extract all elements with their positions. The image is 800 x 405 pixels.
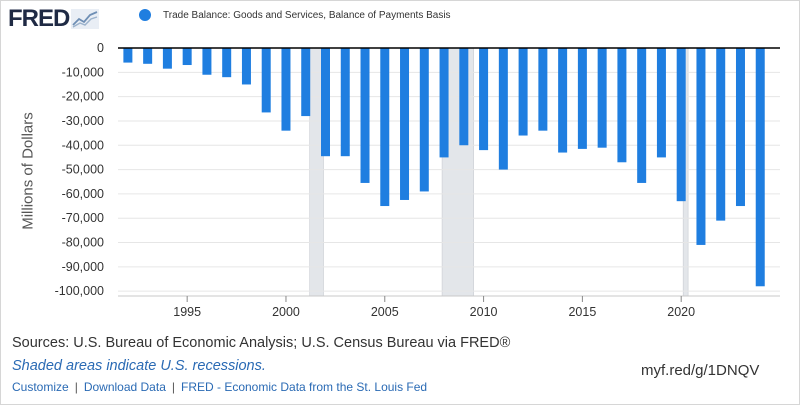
- sources-note: Sources: U.S. Bureau of Economic Analysi…: [12, 335, 511, 351]
- bar: [716, 48, 726, 221]
- x-tick-label: 2000: [272, 305, 300, 319]
- legend: Trade Balance: Goods and Services, Balan…: [139, 9, 451, 21]
- bar: [617, 48, 627, 163]
- bar: [479, 48, 489, 151]
- fred-logo[interactable]: FRED: [8, 5, 70, 32]
- y-tick-label: -30,000: [62, 114, 104, 128]
- bar: [123, 48, 133, 63]
- y-tick-label: -50,000: [62, 163, 104, 177]
- bar: [222, 48, 232, 78]
- bar: [637, 48, 647, 183]
- y-tick-label: -40,000: [62, 138, 104, 152]
- x-tick-label: 1995: [173, 305, 201, 319]
- bar: [518, 48, 528, 136]
- bar: [439, 48, 449, 158]
- bar: [498, 48, 508, 170]
- bar: [320, 48, 330, 157]
- header: FRED: [8, 4, 100, 34]
- bar: [162, 48, 172, 69]
- bar: [656, 48, 666, 158]
- bar: [558, 48, 568, 153]
- bar: [735, 48, 745, 207]
- bar: [261, 48, 271, 113]
- bar: [143, 48, 153, 64]
- y-tick-label: 0: [97, 41, 104, 55]
- y-tick-label: -80,000: [62, 236, 104, 250]
- y-tick-label: -60,000: [62, 187, 104, 201]
- bar: [696, 48, 706, 245]
- y-tick-label: -90,000: [62, 260, 104, 274]
- bar: [419, 48, 429, 192]
- link-separator: |: [74, 380, 78, 394]
- bar: [340, 48, 350, 157]
- bar: [577, 48, 587, 149]
- bar: [202, 48, 212, 75]
- download-data-link[interactable]: Download Data: [83, 380, 166, 394]
- short-url[interactable]: myf.red/g/1DNQV: [641, 362, 760, 379]
- fred-home-link[interactable]: FRED - Economic Data from the St. Louis …: [181, 380, 428, 394]
- bar: [281, 48, 291, 131]
- bar: [360, 48, 370, 183]
- trend-chart-icon: [71, 9, 100, 29]
- bar: [597, 48, 607, 148]
- bar: [755, 48, 765, 287]
- y-tick-label: -100,000: [55, 284, 104, 298]
- customize-link[interactable]: Customize: [12, 380, 69, 394]
- bar: [400, 48, 410, 200]
- link-separator: |: [171, 380, 175, 394]
- x-tick-label: 2010: [470, 305, 498, 319]
- bar: [676, 48, 686, 202]
- bar: [182, 48, 192, 66]
- recession-note: Shaded areas indicate U.S. recessions.: [12, 358, 266, 374]
- x-tick-label: 2005: [371, 305, 399, 319]
- footer-links: Customize | Download Data | FRED - Economic …: [12, 380, 427, 394]
- bar: [301, 48, 311, 117]
- y-tick-label: -20,000: [62, 90, 104, 104]
- bar: [538, 48, 548, 131]
- bar: [241, 48, 251, 85]
- legend-label: Trade Balance: Goods and Services, Balan…: [163, 9, 451, 21]
- y-tick-label: -70,000: [62, 211, 104, 225]
- chart-area: 0 -10,000 -20,000 -30,000 -40,000 -50,000 -60,…: [55, 41, 780, 319]
- legend-marker: [139, 9, 151, 21]
- x-tick-label: 2015: [568, 305, 596, 319]
- bar: [459, 48, 469, 146]
- x-tick-label: 2020: [667, 305, 695, 319]
- bar: [380, 48, 390, 207]
- y-tick-label: -10,000: [62, 65, 104, 79]
